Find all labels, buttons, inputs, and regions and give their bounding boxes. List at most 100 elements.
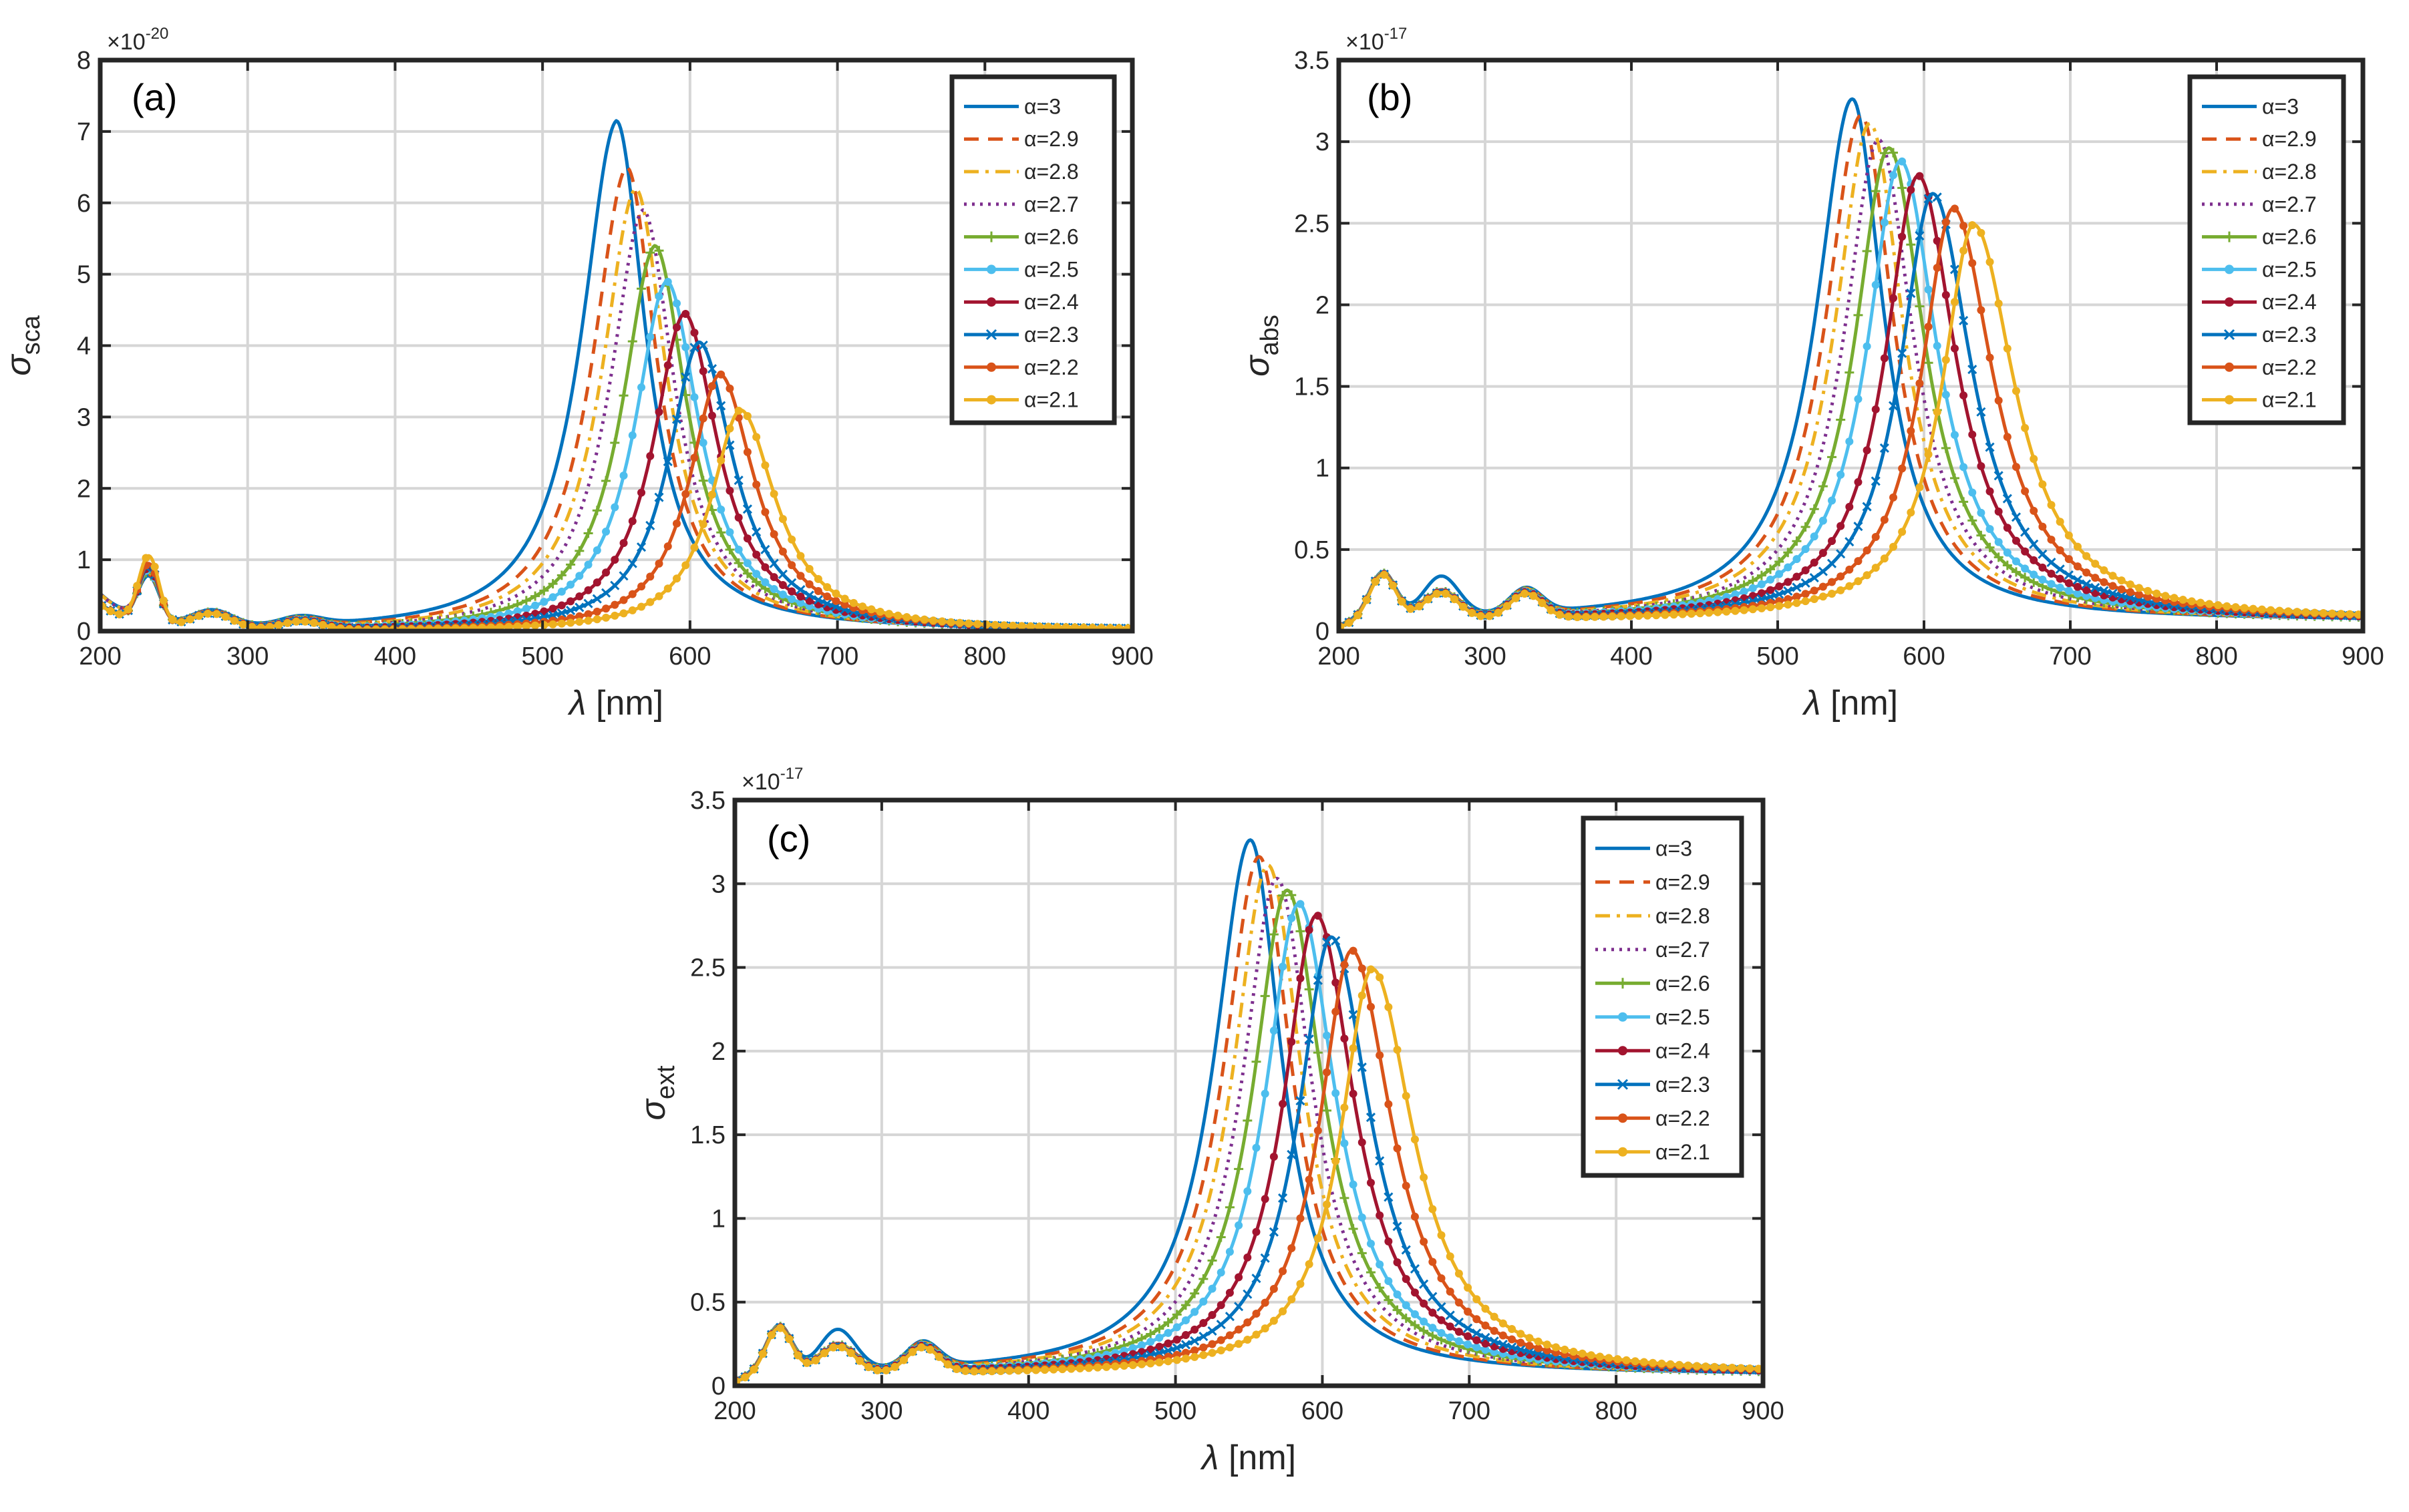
data-point: [1476, 612, 1485, 620]
data-point: [168, 615, 177, 624]
legend-entry: α=2.5: [2262, 257, 2317, 281]
data-point: [1836, 572, 1845, 581]
data-point: [1023, 1366, 1031, 1374]
data-point: [699, 414, 707, 423]
data-point: [1941, 443, 1951, 453]
series-group: [100, 119, 1132, 631]
data-point: [1410, 1264, 1420, 1274]
data-point: [1313, 975, 1323, 985]
data-point: [1428, 1324, 1437, 1332]
data-point: [1392, 1305, 1402, 1315]
x-axis-label: λ [nm]: [1802, 684, 1898, 723]
data-point: [654, 492, 664, 502]
data-point: [2108, 572, 2117, 580]
data-point: [1854, 557, 1863, 566]
data-point: [1994, 299, 2003, 308]
legend-marker: [2225, 362, 2234, 372]
x-tick-label: 700: [2049, 642, 2091, 671]
data-point: [1543, 1346, 1551, 1355]
data-point: [1595, 1352, 1604, 1361]
data-point: [1181, 1348, 1190, 1357]
data-point: [1889, 542, 1898, 551]
y-exponent-label: ×10-17: [742, 765, 803, 795]
data-point: [2002, 494, 2012, 504]
data-point: [1993, 471, 2003, 481]
data-point: [743, 447, 752, 456]
data-point: [1792, 598, 1801, 607]
data-point: [1924, 450, 1933, 459]
data-point: [645, 248, 655, 258]
x-tick-label: 700: [816, 642, 858, 671]
data-point: [1437, 1316, 1446, 1324]
data-point: [1836, 522, 1845, 530]
legend-marker: [1618, 1147, 1627, 1157]
data-point: [1243, 1318, 1252, 1327]
data-point: [770, 530, 778, 538]
data-point: [1269, 930, 1279, 940]
data-point: [1863, 571, 1871, 580]
data-point: [1234, 1164, 1244, 1174]
data-point: [970, 1367, 979, 1376]
data-point: [2021, 487, 2030, 496]
data-point: [734, 513, 743, 522]
data-point: [521, 596, 531, 606]
data-point: [1459, 602, 1468, 611]
data-point: [1863, 446, 1871, 455]
data-point: [275, 620, 283, 629]
data-point: [1985, 442, 1995, 452]
data-point: [583, 528, 593, 538]
data-point: [1923, 194, 1933, 204]
data-point: [1353, 611, 1362, 620]
y-tick-label: 4: [77, 333, 91, 361]
legend-entry: α=2.9: [1655, 870, 1710, 894]
data-point: [645, 520, 655, 530]
data-point: [1490, 1312, 1498, 1321]
data-point: [1269, 1153, 1278, 1161]
data-point: [1172, 1323, 1181, 1332]
x-tick-label: 400: [1610, 642, 1652, 671]
data-point: [734, 546, 743, 554]
data-point: [1225, 1248, 1234, 1256]
legend-entry: α=2.8: [1655, 904, 1710, 928]
data-point: [1437, 1274, 1446, 1283]
data-point: [1323, 1068, 1331, 1077]
data-point: [566, 560, 576, 570]
data-point: [1941, 291, 1950, 299]
data-point: [717, 456, 726, 465]
data-point: [1555, 610, 1564, 619]
data-point: [1190, 1346, 1199, 1354]
data-point: [593, 607, 601, 616]
data-point: [1128, 1344, 1137, 1352]
data-point: [1410, 1288, 1419, 1297]
data-point: [1428, 1330, 1438, 1340]
data-point: [796, 572, 805, 580]
data-point: [690, 393, 699, 401]
data-point: [1547, 606, 1555, 614]
data-point: [1252, 1143, 1261, 1152]
data-point: [2003, 433, 2012, 441]
data-point: [672, 323, 681, 332]
data-point: [805, 596, 814, 605]
data-point: [530, 591, 540, 601]
data-point: [1818, 566, 1828, 576]
data-point: [2003, 344, 2012, 353]
series-markers-alpha-2-1: [735, 965, 1763, 1386]
data-point: [717, 506, 726, 514]
data-point: [1199, 1351, 1208, 1360]
data-point: [725, 545, 735, 555]
data-point: [1985, 487, 1994, 496]
data-point: [1889, 171, 1898, 180]
data-point: [1278, 890, 1288, 900]
x-tick-label: 500: [521, 642, 563, 671]
data-point: [194, 612, 203, 620]
data-point: [2011, 567, 2021, 577]
data-point: [1666, 1360, 1675, 1368]
data-point: [822, 598, 832, 608]
data-point: [1871, 564, 1880, 572]
data-point: [1880, 516, 1889, 524]
data-point: [788, 587, 796, 596]
legend-entry: α=2.3: [2262, 323, 2317, 347]
chart-panel-a: 200 300 400 500 600 700 800 900 0 1 2 3 4 5 6 7 8 ×10-20 λ…: [0, 25, 1154, 723]
data-point: [1128, 1360, 1137, 1369]
data-point: [522, 622, 530, 630]
